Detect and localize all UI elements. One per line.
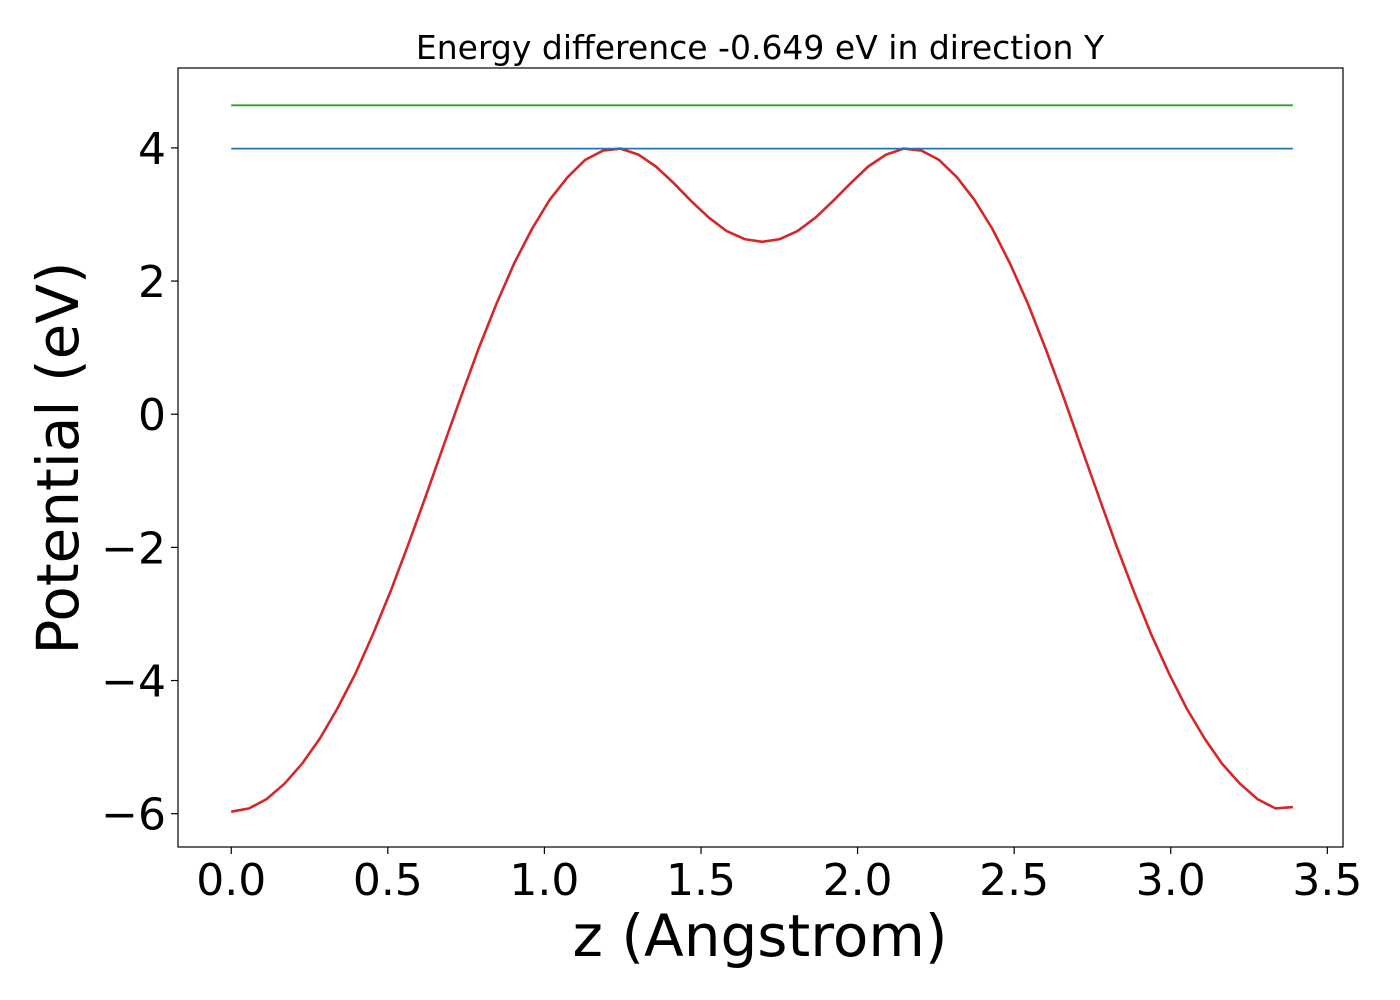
x-tick-label: 1.0	[509, 855, 579, 906]
x-axis-ticks: 0.0 0.5 1.0 1.5 2.0 2.5 3.0 3.5	[196, 847, 1362, 906]
plot-frame	[177, 67, 1344, 848]
y-tick-label: 4	[138, 124, 166, 175]
y-tick-label: −2	[101, 523, 166, 574]
x-tick-label: 0.0	[196, 855, 266, 906]
x-tick-label: 3.5	[1292, 855, 1362, 906]
x-tick-label: 2.0	[823, 855, 893, 906]
x-tick-label: 3.0	[1136, 855, 1206, 906]
chart-title: Energy difference -0.649 eV in direction…	[416, 28, 1105, 67]
plot-lines	[230, 104, 1293, 813]
series-line-0	[230, 147, 1293, 813]
y-tick-label: −4	[101, 657, 166, 708]
y-axis-label: Potential (eV)	[24, 261, 92, 654]
y-tick-label: 2	[138, 257, 166, 308]
x-tick-label: 2.5	[979, 855, 1049, 906]
x-tick-label: 1.5	[666, 855, 736, 906]
x-tick-label: 0.5	[353, 855, 423, 906]
x-axis-label: z (Angstrom)	[573, 902, 948, 970]
y-tick-label: −6	[101, 790, 166, 841]
y-axis-ticks: 4 2 0 −2 −4 −6	[101, 124, 178, 841]
y-tick-label: 0	[138, 390, 166, 441]
